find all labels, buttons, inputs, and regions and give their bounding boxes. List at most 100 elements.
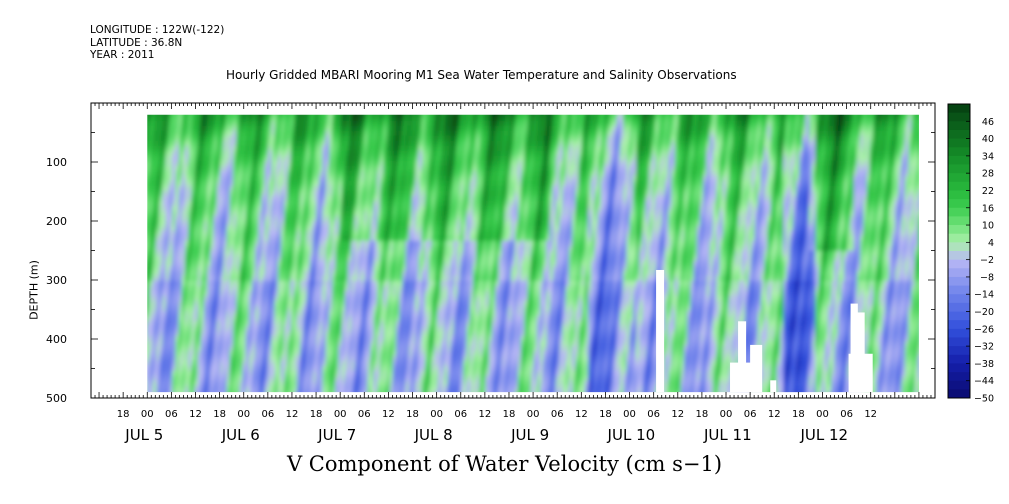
colorbar-label: −32 <box>974 342 994 353</box>
missing-data-gap <box>738 321 747 393</box>
colorbar-label: 4 <box>988 238 994 249</box>
y-tick-label: 300 <box>46 274 67 287</box>
colorbar-label: −14 <box>974 290 994 301</box>
colorbar-band <box>948 112 970 122</box>
colorbar-label: 10 <box>982 221 994 232</box>
x-hour-tick-label: 18 <box>406 409 419 420</box>
y-tick-label: 200 <box>46 215 67 228</box>
axes: 100 200 300 400 500 18 00 06 12 18 00 06 12 18 00 06 12 1… <box>46 102 936 444</box>
x-hour-tick-label: 12 <box>768 409 781 420</box>
colorbar-band <box>948 363 970 373</box>
colorbar-label: 28 <box>982 169 994 180</box>
colorbar-band <box>948 354 970 364</box>
x-hour-tick-label: 06 <box>840 409 853 420</box>
colorbar-band <box>948 311 970 321</box>
latitude-label: LATITUDE : 36.8N <box>90 36 183 49</box>
colorbar-label: 34 <box>982 151 994 162</box>
x-axis-label: V Component of Water Velocity (cm s−1) <box>286 452 723 476</box>
colorbar-band <box>948 294 970 304</box>
colorbar-band <box>948 199 970 209</box>
x-hour-tick-label: 18 <box>792 409 805 420</box>
x-day-label: JUL 6 <box>221 426 260 444</box>
longitude-label: LONGITUDE : 122W(-122) <box>90 24 225 36</box>
colorbar-band <box>948 268 970 278</box>
colorbar-band <box>948 276 970 286</box>
x-hour-tick-label: 18 <box>117 409 130 420</box>
colorbar-band <box>948 181 970 191</box>
x-hour-tick-label: 06 <box>261 409 274 420</box>
colorbar-band <box>948 380 970 390</box>
colorbar-band <box>948 190 970 200</box>
x-hour-tick-label: 12 <box>189 409 202 420</box>
x-day-label: JUL 8 <box>414 426 453 444</box>
colorbar-band <box>948 337 970 347</box>
colorbar-band <box>948 233 970 243</box>
colorbar-band <box>948 207 970 217</box>
colorbar-label: 46 <box>982 117 994 128</box>
x-hour-tick-label: 18 <box>696 409 709 420</box>
colorbar-band <box>948 302 970 312</box>
colorbar-label: 16 <box>982 203 994 214</box>
x-hour-tick-label: 12 <box>671 409 684 420</box>
missing-data-gap <box>770 380 777 393</box>
colorbar-band <box>948 320 970 330</box>
colorbar-band <box>948 155 970 165</box>
colorbar-band <box>948 138 970 148</box>
missing-data-gap <box>854 312 865 393</box>
y-tick-label: 500 <box>46 392 67 405</box>
x-hour-tick-label: 12 <box>478 409 491 420</box>
colorbar-band <box>948 251 970 261</box>
x-hour-tick-label: 12 <box>864 409 877 420</box>
colorbar-label: −8 <box>980 272 994 283</box>
colorbar-frame <box>947 103 971 399</box>
colorbar-label: −26 <box>974 324 994 335</box>
colorbar-label: −2 <box>980 255 994 266</box>
metadata-block: LONGITUDE : 122W(-122) LATITUDE : 36.8N … <box>90 24 224 62</box>
colorbar-label: −38 <box>974 359 994 370</box>
x-hour-tick-label: 00 <box>237 409 250 420</box>
colorbar: 46 40 34 28 22 16 10 4 −2 −8 −14 −20 −26 −32 −38 −44 −50 <box>947 103 994 405</box>
colorbar-band <box>948 147 970 157</box>
x-hour-tick-label: 00 <box>334 409 347 420</box>
colorbar-band <box>948 173 970 183</box>
colorbar-label: −50 <box>974 394 994 405</box>
colorbar-band <box>948 164 970 174</box>
colorbar-band <box>948 216 970 226</box>
colorbar-band <box>948 129 970 139</box>
x-hour-tick-label: 12 <box>382 409 395 420</box>
y-tick-label: 400 <box>46 333 67 346</box>
missing-data-gap <box>850 303 858 393</box>
x-hour-tick-label: 06 <box>647 409 660 420</box>
x-hour-tick-label: 12 <box>575 409 588 420</box>
x-hour-tick-label: 06 <box>358 409 371 420</box>
x-day-label: JUL 5 <box>124 426 163 444</box>
x-hour-tick-label: 06 <box>551 409 564 420</box>
colorbar-band <box>948 346 970 356</box>
x-hour-tick-label: 00 <box>816 409 829 420</box>
colorbar-band <box>948 389 970 399</box>
missing-data-regions <box>656 269 873 393</box>
x-day-label: JUL 7 <box>317 426 356 444</box>
missing-data-gap <box>750 344 763 393</box>
colorbar-band <box>948 328 970 338</box>
x-hour-tick-label: 00 <box>720 409 733 420</box>
colorbar-label: 22 <box>982 186 994 197</box>
x-day-label: JUL 9 <box>510 426 549 444</box>
x-hour-tick-label: 18 <box>213 409 226 420</box>
x-hour-tick-label: 00 <box>623 409 636 420</box>
colorbar-band <box>948 104 970 114</box>
colorbar-band <box>948 225 970 235</box>
x-day-label: JUL 10 <box>607 426 656 444</box>
x-hour-tick-label: 00 <box>141 409 154 420</box>
colorbar-band <box>948 121 970 131</box>
x-day-label: JUL 11 <box>703 426 752 444</box>
x-hour-tick-label: 06 <box>454 409 467 420</box>
missing-data-gap <box>656 269 665 393</box>
y-tick-label: 100 <box>46 156 67 169</box>
chart-title: Hourly Gridded MBARI Mooring M1 Sea Wate… <box>226 68 737 82</box>
x-hour-tick-label: 00 <box>527 409 540 420</box>
colorbar-band <box>948 242 970 252</box>
x-hour-tick-label: 00 <box>430 409 443 420</box>
heatmap-field <box>147 114 919 393</box>
